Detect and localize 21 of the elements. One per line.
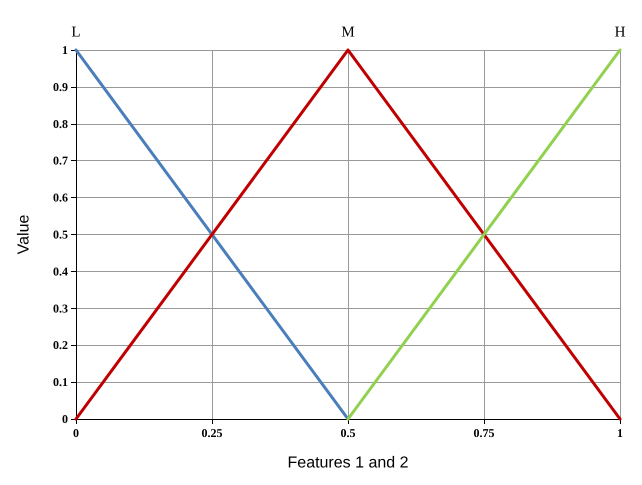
- y-tick-label: 0.1: [53, 375, 68, 390]
- x-tick-label: 0.5: [340, 426, 356, 440]
- y-tick-label: 0.8: [53, 116, 68, 131]
- y-tick-label: 0.3: [53, 301, 68, 316]
- y-tick-label: 0.4: [53, 264, 68, 278]
- x-tick-label: 1: [617, 426, 623, 440]
- series-label: L: [71, 24, 81, 40]
- x-tick-label: 0.25: [202, 426, 222, 440]
- y-tick-label: 0.7: [53, 154, 68, 168]
- y-tick-label: 1: [62, 43, 68, 57]
- y-tick-label: 0: [62, 412, 68, 426]
- y-tick-label: 0.5: [53, 228, 68, 242]
- y-tick-label: 0.9: [53, 80, 68, 94]
- series-label: H: [614, 24, 626, 40]
- y-axis-title: Value: [16, 214, 32, 254]
- y-tick-label: 0.2: [53, 338, 68, 352]
- y-tick-label: 0.6: [53, 190, 68, 205]
- x-tick-label: 0.75: [474, 426, 494, 440]
- x-axis-title: Features 1 and 2: [288, 454, 409, 472]
- series-label: M: [341, 24, 355, 40]
- x-tick-label: 0: [73, 426, 79, 440]
